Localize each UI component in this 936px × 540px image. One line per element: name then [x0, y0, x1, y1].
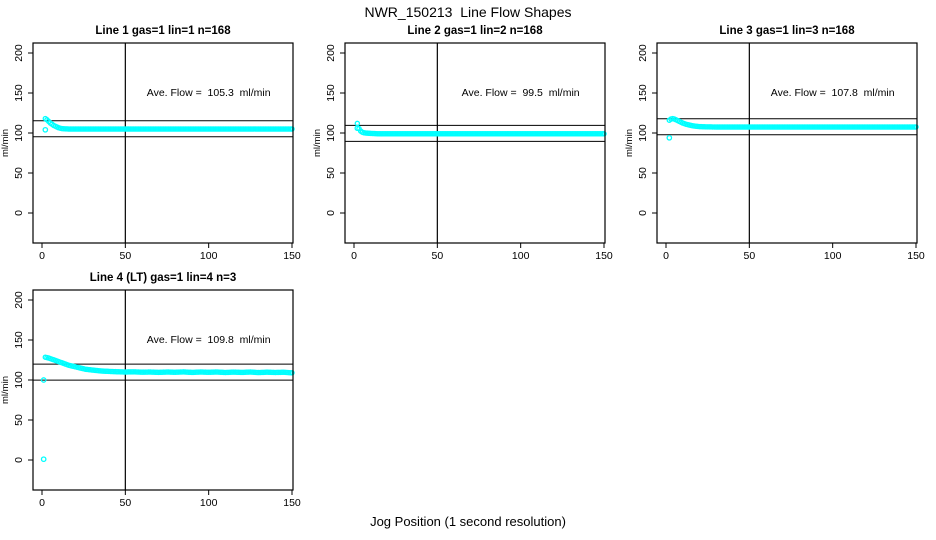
chart-canvas: Line 2 gas=1 lin=2 n=168 0 50 100 150 0 50 100 1…	[312, 25, 613, 262]
y-tick-label: 50	[13, 414, 25, 426]
data-points	[354, 120, 607, 137]
x-tick-label: 50	[119, 250, 131, 262]
data-points	[42, 115, 295, 133]
subplot-title: Line 1 gas=1 lin=1 n=168	[95, 25, 231, 37]
x-tick-label: 0	[663, 250, 669, 262]
chart-canvas: Line 4 (LT) gas=1 lin=4 n=3 0 50 100 150 0 50 1…	[0, 272, 301, 509]
subplot-line-4: Line 4 (LT) gas=1 lin=4 n=3 0 50 100 150 0 50 1…	[0, 267, 312, 512]
y-tick-label: 0	[13, 457, 25, 463]
y-tick-label: 150	[325, 84, 337, 102]
y-tick-label: 200	[637, 44, 649, 62]
x-tick-label: 0	[351, 250, 357, 262]
y-tick-label: 200	[13, 291, 25, 309]
y-tick-label: 50	[325, 167, 337, 179]
x-tick-label: 150	[283, 497, 301, 509]
x-tick-label: 150	[595, 250, 613, 262]
x-tick-label: 100	[512, 250, 530, 262]
outlier-point	[40, 456, 47, 463]
y-axis-label: ml/min	[312, 129, 323, 157]
y-tick-label: 150	[637, 84, 649, 102]
subplot-title: Line 3 gas=1 lin=3 n=168	[719, 25, 855, 37]
y-tick-label: 0	[637, 210, 649, 216]
data-points	[40, 354, 295, 463]
y-axis-label: ml/min	[0, 129, 11, 157]
y-tick-label: 100	[13, 124, 25, 142]
y-tick-label: 100	[637, 124, 649, 142]
subplot-line-2: Line 2 gas=1 lin=2 n=168 0 50 100 150 0 50 100 1…	[312, 20, 624, 265]
y-tick-label: 200	[13, 44, 25, 62]
x-tick-label: 0	[39, 250, 45, 262]
plot-box	[344, 42, 606, 244]
y-tick-label: 150	[13, 331, 25, 349]
x-tick-label: 100	[200, 250, 218, 262]
subplot-line-3: Line 3 gas=1 lin=3 n=168 0 50 100 150 0 50 100 1…	[624, 20, 936, 265]
y-tick-label: 100	[13, 371, 25, 389]
x-tick-label: 150	[283, 250, 301, 262]
figure-xlabel: Jog Position (1 second resolution)	[370, 514, 566, 529]
y-tick-label: 50	[637, 167, 649, 179]
outlier-point	[42, 126, 49, 133]
y-tick-label: 100	[325, 124, 337, 142]
chart-canvas: Line 3 gas=1 lin=3 n=168 0 50 100 150 0 50 100 1…	[624, 25, 925, 262]
x-tick-label: 50	[743, 250, 755, 262]
y-axis-label: ml/min	[624, 129, 635, 157]
x-tick-label: 0	[39, 497, 45, 509]
ave-flow-annotation: Ave. Flow = 107.8 ml/min	[771, 87, 895, 99]
subplot-title: Line 4 (LT) gas=1 lin=4 n=3	[90, 272, 236, 284]
x-tick-label: 100	[200, 497, 218, 509]
plot-box	[32, 289, 294, 491]
x-tick-label: 50	[431, 250, 443, 262]
x-tick-label: 150	[907, 250, 925, 262]
chart-canvas: Line 1 gas=1 lin=1 n=168 0 50 100 150 0 50 100 1…	[0, 25, 301, 262]
y-axis-label: ml/min	[0, 376, 11, 404]
ave-flow-annotation: Ave. Flow = 105.3 ml/min	[147, 87, 271, 99]
x-tick-label: 100	[824, 250, 842, 262]
ave-flow-annotation: Ave. Flow = 109.8 ml/min	[147, 334, 271, 346]
ave-flow-annotation: Ave. Flow = 99.5 ml/min	[462, 87, 580, 99]
data-points	[666, 115, 919, 141]
subplot-line-1: Line 1 gas=1 lin=1 n=168 0 50 100 150 0 50 100 1…	[0, 20, 312, 265]
y-tick-label: 0	[13, 210, 25, 216]
y-tick-label: 200	[325, 44, 337, 62]
plot-box	[32, 42, 294, 244]
y-tick-label: 50	[13, 167, 25, 179]
outlier-point	[40, 377, 47, 383]
x-tick-label: 50	[119, 497, 131, 509]
y-tick-label: 150	[13, 84, 25, 102]
outlier-point	[354, 125, 361, 132]
y-tick-label: 0	[325, 210, 337, 216]
figure-title: NWR_150213 Line Flow Shapes	[364, 4, 572, 20]
outlier-point	[666, 134, 673, 141]
subplot-title: Line 2 gas=1 lin=2 n=168	[407, 25, 543, 37]
plot-box	[656, 42, 918, 244]
